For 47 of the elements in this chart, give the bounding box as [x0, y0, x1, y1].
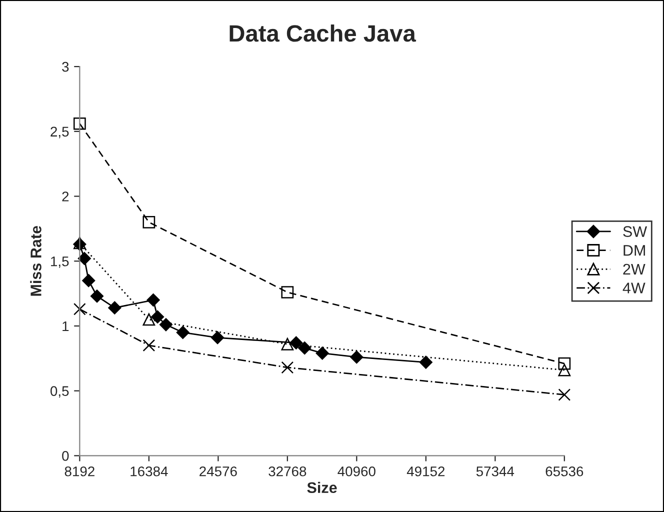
point: [290, 336, 303, 350]
point: [281, 338, 294, 350]
point: [142, 339, 156, 352]
legend-label: DM: [624, 245, 645, 256]
y-tick-label: 2: [62, 192, 69, 202]
legend-label: 4W: [622, 282, 646, 294]
point: [142, 313, 156, 326]
y-axis-title: Miss Rate: [30, 226, 42, 296]
x-tick-label: 32768: [268, 466, 306, 476]
point: [558, 364, 571, 376]
point: [176, 326, 190, 339]
point: [281, 361, 294, 374]
point: [159, 318, 172, 332]
x-tick-label: 24576: [200, 466, 237, 476]
point: [558, 357, 571, 370]
point: [146, 294, 160, 307]
x-tick-label: 8192: [64, 466, 94, 476]
legend-label: 2W: [623, 264, 646, 274]
point: [90, 290, 104, 303]
point: [298, 342, 312, 355]
x-axis-title: Size: [307, 482, 337, 494]
y-tick-label: 2,5: [50, 126, 69, 138]
y-tick-label: 0: [62, 451, 69, 461]
x-tick-label: 57344: [476, 466, 514, 476]
point: [350, 350, 364, 364]
x-tick-label: 65536: [546, 466, 584, 476]
point: [74, 302, 86, 316]
point: [419, 356, 432, 369]
point: [558, 388, 571, 401]
x-tick-label: 49152: [406, 466, 445, 476]
point: [281, 286, 294, 298]
x-tick-label: 40960: [338, 466, 376, 476]
y-tick-label: 0,5: [50, 386, 69, 398]
point: [82, 274, 96, 288]
point: [78, 252, 91, 266]
point: [74, 117, 86, 130]
y-tick-label: 1: [62, 321, 69, 332]
point: [108, 301, 122, 314]
x-tick-label: 16384: [130, 466, 168, 476]
y-tick-label: 1,5: [51, 256, 69, 268]
point: [150, 310, 164, 324]
chart-title: Data Cache Java: [230, 24, 416, 42]
point: [142, 216, 156, 228]
legend-label: SW: [623, 226, 648, 237]
point: [211, 331, 224, 344]
point: [316, 346, 329, 360]
y-tick-label: 3: [62, 62, 69, 72]
